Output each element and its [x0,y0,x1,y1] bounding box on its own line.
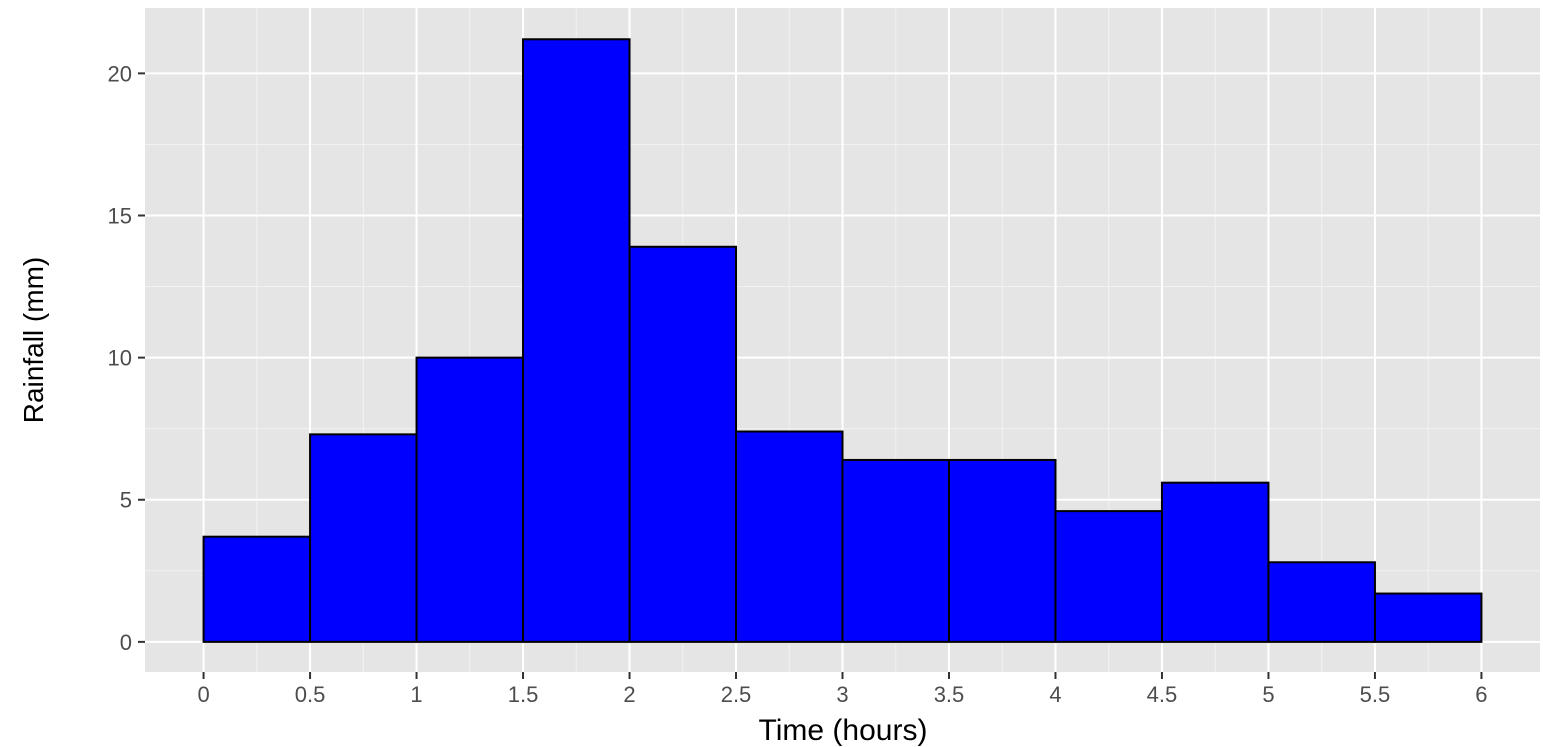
y-tick-label: 20 [108,61,132,86]
x-tick-label: 1 [410,682,422,707]
y-axis: 0 5 10 15 20 [108,61,145,655]
bar [1373,592,1483,643]
bar [1267,561,1376,643]
y-tick-label: 5 [120,488,132,513]
x-tick-label: 5.5 [1360,682,1391,707]
x-axis-title: Time (hours) [759,714,928,747]
x-tick-label: 6 [1475,682,1487,707]
x-tick-label: 4.5 [1147,682,1178,707]
x-tick-label: 3.5 [934,682,965,707]
bar [522,38,631,643]
x-tick-label: 3 [836,682,848,707]
x-tick-label: 0.5 [295,682,326,707]
bar [735,430,844,643]
x-tick-label: 5 [1262,682,1274,707]
bar [202,535,312,643]
bar [309,433,418,643]
x-tick-label: 4 [1049,682,1061,707]
bar [841,458,950,643]
x-tick-label: 2 [623,682,635,707]
bar [947,458,1057,643]
x-tick-label: 2.5 [721,682,752,707]
bar [1160,481,1270,643]
bar [1054,510,1163,643]
y-axis-title: Rainfall (mm) [18,257,49,423]
x-tick-label: 1.5 [508,682,539,707]
bar [415,356,525,643]
y-tick-label: 15 [108,204,132,229]
bars [202,38,1483,643]
x-axis: 0 0.5 1 1.5 2 2.5 3 3.5 4 4.5 5 5.5 6 [197,672,1488,707]
bar [628,245,738,643]
y-tick-label: 10 [108,346,132,371]
y-tick-label: 0 [120,630,132,655]
x-tick-label: 0 [197,682,209,707]
